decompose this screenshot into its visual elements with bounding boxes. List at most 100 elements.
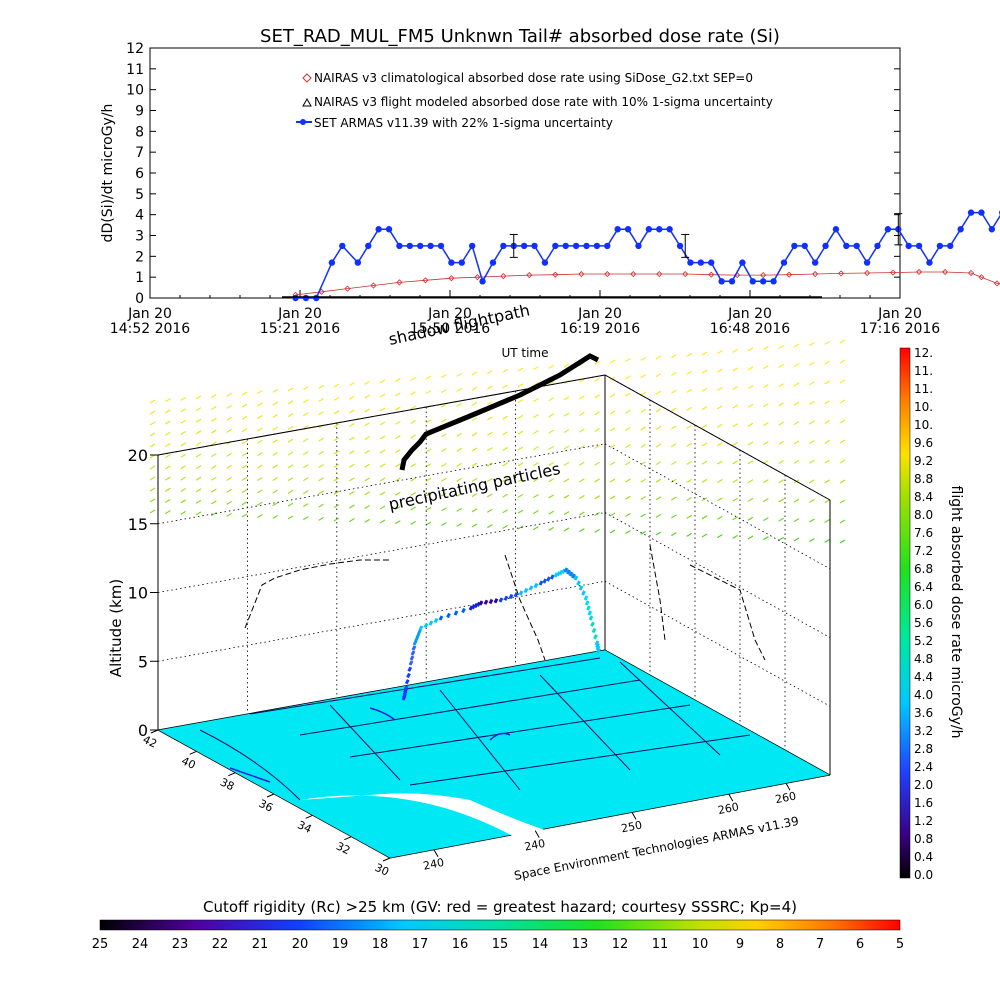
latitude-tick-label: 36 — [257, 797, 275, 815]
track-segment — [417, 629, 422, 635]
particle-mark — [717, 350, 723, 355]
particle-mark — [425, 492, 432, 497]
particle-mark — [732, 516, 738, 521]
particle-mark — [747, 347, 754, 352]
y-tick-label: 7 — [135, 145, 144, 161]
particle-mark — [655, 478, 662, 483]
particle-mark — [410, 506, 416, 511]
track-segment — [476, 601, 481, 607]
armas-point — [728, 278, 736, 285]
track-segment — [549, 574, 555, 580]
particle-mark — [456, 432, 462, 437]
particle-mark — [609, 359, 616, 364]
particle-mark — [640, 496, 646, 501]
particle-mark — [625, 478, 631, 483]
particle-mark — [686, 388, 692, 393]
armas-point — [770, 278, 777, 285]
rigidity-tick-label: 7 — [816, 937, 824, 952]
particle-mark — [609, 376, 616, 381]
particle-mark — [471, 462, 478, 467]
particle-mark — [211, 500, 217, 505]
armas-point — [354, 259, 362, 266]
track-segment — [568, 571, 574, 577]
particle-mark — [425, 375, 432, 380]
particle-mark — [594, 528, 600, 533]
particle-mark — [149, 487, 156, 492]
particle-mark — [747, 516, 754, 521]
particle-mark — [778, 517, 784, 522]
particle-mark — [609, 444, 616, 449]
particle-mark — [594, 428, 600, 433]
particle-mark — [839, 439, 846, 444]
particle-mark — [686, 532, 692, 537]
particle-mark — [180, 499, 186, 504]
particle-mark — [487, 385, 493, 390]
particle-mark — [839, 459, 846, 464]
particle-mark — [287, 413, 294, 418]
particle-mark — [732, 348, 738, 353]
particle-mark — [732, 497, 738, 502]
particle-mark — [778, 479, 784, 484]
particle-mark — [839, 479, 846, 484]
particle-mark — [732, 534, 738, 539]
particle-mark — [211, 488, 217, 493]
particle-mark — [625, 358, 631, 363]
armas-point — [396, 242, 403, 250]
track-segment — [428, 620, 434, 626]
particle-mark — [241, 489, 248, 494]
armas-point — [448, 259, 455, 266]
particle-mark — [441, 374, 447, 379]
particle-mark — [824, 360, 830, 365]
particle-mark — [149, 443, 156, 448]
particle-mark — [502, 446, 508, 451]
longitude-tick-label: 240 — [523, 837, 546, 854]
particle-mark — [763, 517, 769, 522]
particle-mark — [701, 460, 708, 465]
particle-mark — [824, 340, 830, 345]
particle-mark — [149, 465, 156, 470]
particle-mark — [717, 442, 723, 447]
particle-mark — [502, 384, 508, 389]
armas-point — [500, 242, 507, 250]
particle-mark — [441, 388, 447, 393]
particle-mark — [165, 498, 171, 503]
particle-mark — [226, 500, 232, 505]
particle-mark — [211, 394, 217, 399]
latitude-tick — [266, 793, 275, 798]
particle-mark — [824, 400, 830, 405]
track-segment — [556, 571, 561, 577]
particle-mark — [180, 488, 186, 493]
altitude-tick-label: 10 — [128, 584, 148, 603]
particle-mark — [333, 410, 340, 415]
particle-mark — [410, 420, 416, 425]
particle-mark — [379, 477, 386, 482]
particle-mark — [471, 477, 478, 482]
particle-mark — [793, 362, 800, 367]
particle-mark — [149, 476, 156, 481]
particle-mark — [272, 514, 278, 519]
armas-point — [739, 259, 746, 266]
ocean-area — [300, 793, 545, 840]
armas-point — [339, 242, 346, 250]
rigidity-tick-label: 8 — [776, 937, 784, 952]
armas-point — [676, 242, 684, 250]
particle-mark — [533, 414, 539, 419]
particle-mark — [655, 531, 662, 536]
rigidity-tick-label: 5 — [896, 937, 904, 952]
particle-mark — [272, 489, 278, 494]
particle-mark — [701, 351, 708, 356]
particle-mark — [548, 413, 554, 418]
particle-mark — [441, 477, 447, 482]
particle-mark — [471, 432, 478, 437]
armas-point — [749, 278, 756, 285]
particle-mark — [533, 462, 539, 467]
particle-mark — [226, 392, 232, 397]
particle-mark — [563, 478, 570, 483]
dose-colorbar-tick: 11. — [914, 382, 933, 396]
particle-mark — [717, 478, 723, 483]
x-tick-time: 14:52 2016 — [110, 321, 191, 337]
particle-mark — [671, 407, 677, 412]
particle-mark — [211, 429, 217, 434]
latitude-tick — [305, 814, 313, 819]
